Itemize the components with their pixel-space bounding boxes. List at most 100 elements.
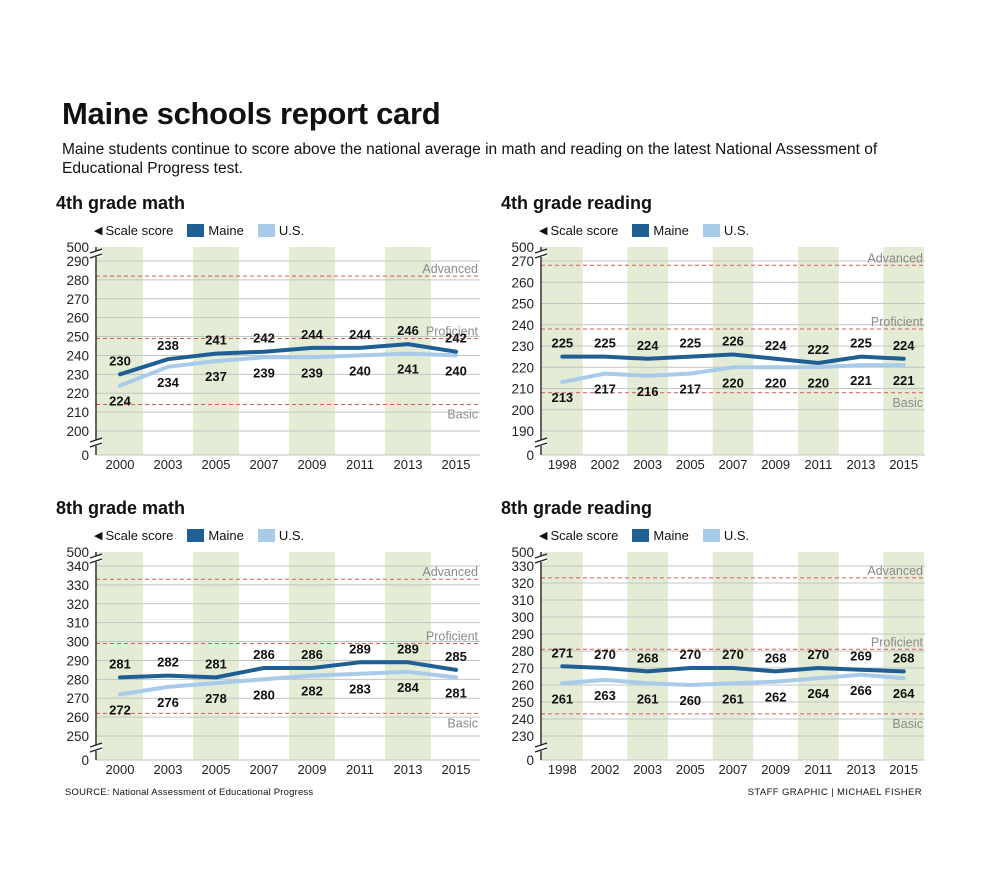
y-tick-label: 190 [511, 424, 534, 439]
y-tick-label: 260 [511, 275, 534, 290]
x-tick-label: 2000 [106, 457, 135, 472]
legend-maine-swatch [187, 223, 205, 237]
x-tick-label: 2002 [591, 457, 620, 472]
axis-break-mark [534, 558, 548, 564]
data-label-us: 282 [301, 684, 323, 699]
triangle-left-icon: ◀ [94, 224, 103, 237]
series-line-maine [118, 342, 458, 377]
data-label-us: 217 [679, 382, 701, 397]
level-label-basic: Basic [892, 717, 923, 731]
data-label-maine: 286 [253, 647, 275, 662]
data-label-us: 240 [349, 363, 371, 378]
data-label-maine: 224 [893, 338, 915, 353]
x-tick-label: 2011 [804, 762, 832, 777]
data-label-us: 266 [850, 683, 872, 698]
panel-8th-grade-reading: 8th grade reading ◀ Scale score Maine U.… [501, 498, 941, 788]
data-label-us: 220 [807, 375, 829, 390]
data-label-us: 234 [157, 375, 179, 390]
x-tick-label: 1998 [548, 762, 577, 777]
axis-break-gap [535, 251, 547, 257]
y-tick-label: 210 [511, 382, 534, 397]
y-tick-label: 200 [511, 403, 534, 418]
data-label-us: 240 [445, 363, 467, 378]
data-label-maine: 222 [807, 342, 829, 357]
y-tick-label-top: 500 [511, 240, 534, 255]
column-band [289, 552, 335, 760]
level-label-proficient: Proficient [426, 324, 479, 338]
data-label-maine: 224 [637, 338, 659, 353]
legend-us-label: U.S. [278, 527, 305, 543]
series-line-us [560, 672, 906, 687]
column-band [385, 552, 431, 760]
x-tick-label: 2005 [202, 457, 231, 472]
y-tick-label: 300 [66, 635, 89, 650]
data-label-maine: 246 [397, 323, 419, 338]
data-label-maine: 241 [205, 333, 227, 348]
data-label-us: 216 [637, 384, 659, 399]
y-tick-label: 280 [66, 672, 89, 687]
legend-maine-swatch [632, 223, 650, 237]
data-label-maine: 225 [594, 336, 616, 351]
axis-break-mark [534, 253, 548, 259]
data-label-maine: 282 [157, 655, 179, 670]
x-tick-label: 2015 [889, 457, 918, 472]
x-tick-label: 2005 [202, 762, 231, 777]
y-tick-label: 330 [511, 559, 534, 574]
dek: Maine students continue to score above t… [62, 141, 878, 177]
data-label-maine: 269 [850, 649, 872, 664]
panel-8th-grade-math: 8th grade math ◀ Scale score Maine U.S. … [56, 498, 496, 788]
panel-4th-grade-math: 4th grade math ◀ Scale score Maine U.S. … [56, 193, 496, 483]
legend-us-swatch [702, 528, 720, 542]
y-tick-label: 220 [66, 386, 89, 401]
y-tick-label-zero: 0 [526, 753, 534, 768]
data-label-maine: 289 [349, 641, 371, 656]
chart-title: 4th grade math [56, 193, 186, 213]
x-tick-label: 2005 [676, 457, 705, 472]
series-line-maine [118, 660, 458, 680]
x-tick-label: 2005 [676, 762, 705, 777]
y-tick-label: 270 [511, 661, 534, 676]
level-label-basic: Basic [447, 408, 478, 422]
y-tick-label: 260 [511, 678, 534, 693]
series-line-us [560, 363, 906, 385]
data-label-maine: 244 [349, 327, 371, 342]
legend-us-swatch [702, 223, 720, 237]
legend-maine-label: Maine [208, 527, 244, 543]
x-tick-label: 2003 [154, 762, 183, 777]
data-label-us: 241 [397, 362, 419, 377]
column-band [627, 552, 668, 760]
column-band [97, 247, 143, 455]
data-label-maine: 244 [301, 327, 323, 342]
axis-break-gap [90, 440, 102, 446]
data-label-us: 261 [637, 691, 659, 706]
axis-break-mark [89, 442, 103, 448]
headline: Maine schools report card [62, 96, 441, 131]
data-label-maine: 225 [551, 336, 573, 351]
y-tick-label-top: 500 [66, 545, 89, 560]
legend-maine-swatch [632, 528, 650, 542]
y-tick-label: 280 [66, 273, 89, 288]
y-tick-label-top: 500 [66, 240, 89, 255]
axis-break-mark [89, 747, 103, 753]
series-line-us [118, 669, 458, 697]
legend-maine-label: Maine [208, 222, 244, 238]
level-label-proficient: Proficient [871, 635, 924, 649]
column-band [798, 247, 839, 455]
y-tick-label: 270 [66, 691, 89, 706]
data-label-us: 224 [109, 394, 131, 409]
credit-note: STAFF GRAPHIC | MICHAEL FISHER [747, 787, 922, 798]
legend: ◀ Scale score Maine U.S. [94, 526, 304, 544]
legend-us-swatch [257, 528, 275, 542]
axis-break-gap [535, 440, 547, 446]
data-label-us: 278 [205, 691, 227, 706]
y-tick-label: 230 [511, 339, 534, 354]
y-tick-label: 250 [511, 695, 534, 710]
data-label-us: 280 [253, 687, 275, 702]
axis-break-mark [89, 742, 103, 748]
column-band [97, 552, 143, 760]
x-tick-label: 2007 [719, 457, 748, 472]
legend-maine-swatch [187, 528, 205, 542]
data-label-us: 284 [397, 680, 419, 695]
data-label-us: 237 [205, 369, 227, 384]
